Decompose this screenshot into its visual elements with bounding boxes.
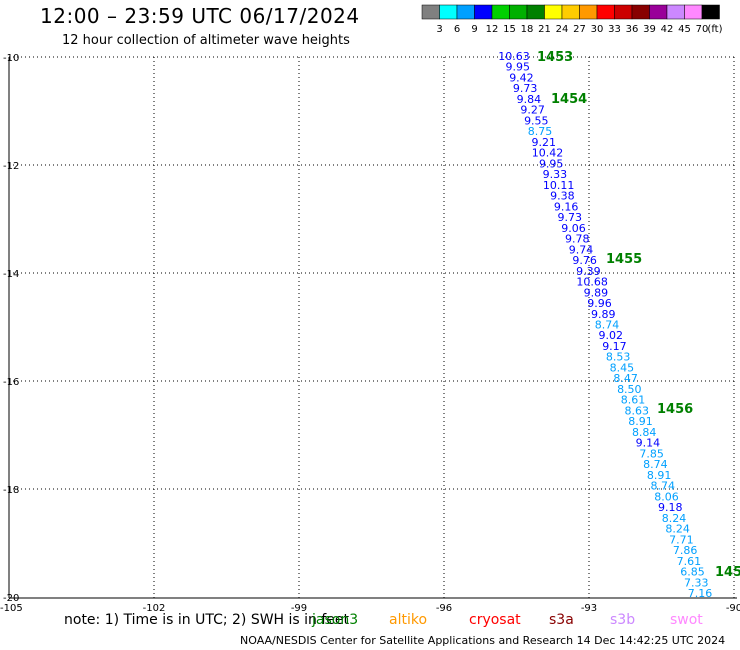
legend-tick-label: 24: [556, 24, 569, 35]
swh-label: 10.11: [543, 179, 575, 192]
pass-time-label: 145: [715, 565, 740, 580]
pass-time-label: 1453: [537, 50, 573, 65]
swh-label: 9.17: [602, 340, 627, 353]
swh-label: 9.55: [524, 114, 549, 127]
legend-tick-label: 21: [538, 24, 551, 35]
swh-label: 9.95: [505, 61, 530, 74]
lat-tick-label: -16: [3, 377, 19, 388]
lon-tick-label: -93: [581, 603, 597, 614]
footnote: note: 1) Time is in UTC; 2) SWH is in fe…: [64, 612, 350, 628]
legend-tick-label: 27: [573, 24, 586, 35]
swh-label: 9.76: [572, 254, 597, 267]
swh-label: 9.96: [587, 297, 612, 310]
legend-tick-label: 33: [608, 24, 621, 35]
swh-label: 9.84: [517, 93, 542, 106]
swh-label: 6.85: [680, 566, 705, 579]
swh-label: 8.91: [628, 415, 653, 428]
swh-label: 7.85: [639, 447, 664, 460]
swh-label: 8.74: [651, 480, 676, 493]
swh-label: 8.84: [632, 426, 657, 439]
swh-label: 8.91: [647, 469, 672, 482]
legend-tick-label: 6: [454, 24, 460, 35]
lat-tick-label: -10: [3, 53, 19, 64]
pass-time-label: 1456: [657, 402, 693, 417]
swh-label: 9.27: [520, 104, 545, 117]
swh-label: 8.63: [625, 404, 650, 417]
legend-tick-label: 15: [503, 24, 516, 35]
legend-tick-label: 18: [521, 24, 534, 35]
lon-tick-label: -99: [291, 603, 307, 614]
swh-label: 8.47: [613, 372, 638, 385]
satellite-name-jason3: jason3: [312, 612, 359, 628]
swh-label: 7.86: [673, 544, 698, 557]
lat-tick-label: -14: [3, 269, 19, 280]
swh-label: 9.18: [658, 501, 683, 514]
swh-label: 9.73: [513, 82, 538, 95]
legend-tick-label: 70: [696, 24, 709, 35]
satellite-name-s3a: s3a: [549, 612, 574, 628]
lon-tick-label: -102: [143, 603, 166, 614]
swh-label: 7.16: [688, 587, 713, 600]
swh-label: 8.53: [606, 351, 631, 364]
legend-unit: (ft): [707, 24, 722, 35]
swh-label: 8.24: [665, 523, 690, 536]
satellite-name-cryosat: cryosat: [469, 612, 521, 628]
swh-label: 9.39: [576, 265, 601, 278]
legend-tick-label: 39: [643, 24, 656, 35]
lon-tick-label: -90: [726, 603, 740, 614]
swh-label: 9.16: [554, 200, 579, 213]
swh-label: 8.06: [654, 490, 679, 503]
legend-tick-label: 42: [661, 24, 674, 35]
swh-label: 9.95: [539, 157, 564, 170]
credit-footer: NOAA/NESDIS Center for Satellite Applica…: [240, 634, 726, 647]
satellite-name-swot: swot: [670, 612, 703, 628]
lat-tick-label: -18: [3, 485, 19, 496]
swh-label: 9.21: [532, 136, 557, 149]
swh-label: 9.74: [569, 243, 594, 256]
swh-label: 8.74: [595, 319, 620, 332]
legend-tick-label: 45: [678, 24, 691, 35]
swh-label: 9.89: [591, 308, 616, 321]
lat-tick-label: -12: [3, 161, 19, 172]
legend-tick-label: 3: [436, 24, 442, 35]
lon-tick-label: -96: [436, 603, 452, 614]
swh-label: 7.33: [684, 576, 709, 589]
swh-label: 9.78: [565, 233, 590, 246]
satellite-name-s3b: s3b: [610, 612, 636, 628]
swh-label: 8.45: [610, 361, 635, 374]
legend-tick-label: 30: [591, 24, 604, 35]
legend-tick-label: 9: [471, 24, 477, 35]
lon-tick-label: -105: [0, 603, 23, 614]
legend-tick-label: 12: [486, 24, 499, 35]
swh-label: 8.24: [662, 512, 687, 525]
swh-label: 8.75: [528, 125, 553, 138]
swh-label: 9.14: [636, 437, 661, 450]
swh-label: 9.73: [558, 211, 583, 224]
swh-label: 10.42: [532, 147, 564, 160]
swh-label: 8.61: [621, 394, 646, 407]
swh-label: 8.50: [617, 383, 642, 396]
swh-label: 9.06: [561, 222, 586, 235]
page-title: 12:00 – 23:59 UTC 06/17/2024: [40, 4, 360, 28]
swh-label: 9.89: [584, 286, 609, 299]
pass-time-label: 1454: [551, 92, 587, 107]
swh-label: 9.33: [543, 168, 568, 181]
color-legend: 3 6 9 12 15 18 21 24 27 30 33 36 39 42 45 70 (ft): [421, 4, 723, 35]
swh-label: 7.61: [677, 555, 702, 568]
swh-label: 9.42: [509, 71, 534, 84]
legend-swatch: [701, 4, 720, 20]
page-subtitle: 12 hour collection of altimeter wave hei…: [62, 33, 350, 48]
lat-tick-label: -20: [3, 593, 19, 604]
swh-label: 8.74: [643, 458, 668, 471]
legend-tick-label: 36: [626, 24, 639, 35]
swh-label: 9.02: [598, 329, 623, 342]
swh-label: 7.71: [669, 533, 694, 546]
satellite-name-altiko: altiko: [389, 612, 428, 628]
swh-label: 10.68: [576, 276, 608, 289]
pass-time-label: 1455: [606, 252, 642, 267]
swh-label: 9.38: [550, 190, 575, 203]
swh-label: 10.63: [498, 50, 530, 63]
